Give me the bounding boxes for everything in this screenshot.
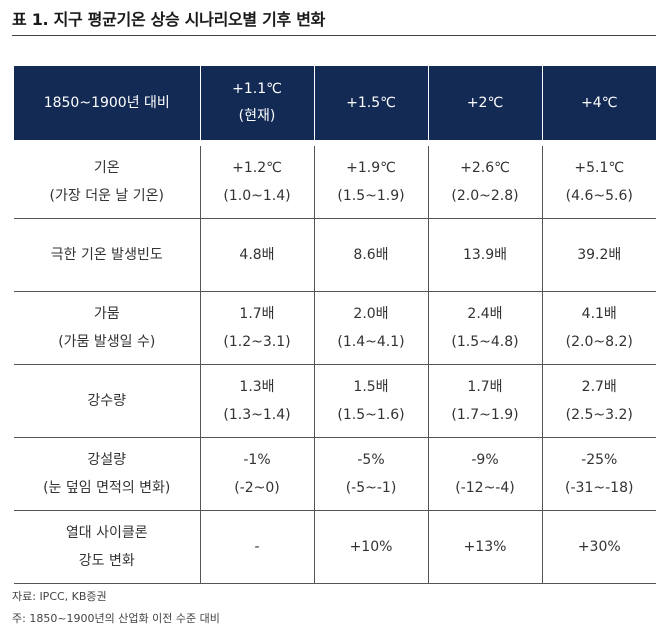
table-cell: 4.8배 [199,218,314,292]
table-cell: 13.9배 [427,218,542,292]
table-cell: 1.7배 (1.2~3.1) [199,291,314,365]
table-cell: - [199,510,314,584]
table-cell: 1.3배 (1.3~1.4) [199,364,314,438]
climate-scenario-table: 1850~1900년 대비 +1.1℃ (현재) +1.5℃ +2℃ +4℃ 기온… [14,66,656,584]
table-cell: 2.7배 (2.5~3.2) [541,364,656,438]
header-cell-1-1c: +1.1℃ (현재) [199,66,314,143]
table-cell: 4.1배 (2.0~8.2) [541,291,656,365]
table-row: 강설량 (눈 덮임 면적의 변화) -1% (-2~0) -5% (-5~-1) -9% (-… [14,437,656,511]
header-cell-1-5c: +1.5℃ [313,66,428,143]
title-divider [12,35,656,36]
table-row: 가뭄 (가뭄 발생일 수) 1.7배 (1.2~3.1) 2.0배 (1.4~4.1) 2.… [14,291,656,365]
table-cell: +1.9℃ (1.5~1.9) [313,140,428,219]
table-cell: 1.5배 (1.5~1.6) [313,364,428,438]
table-title: 표 1. 지구 평균기온 상승 시나리오별 기후 변화 [12,10,326,29]
row-label: 기온 (가장 더운 날 기온) [14,140,200,219]
table-cell: +10% [313,510,428,584]
table-cell: -1% (-2~0) [199,437,314,511]
table-cell: +1.2℃ (1.0~1.4) [199,140,314,219]
table-cell: 1.7배 (1.7~1.9) [427,364,542,438]
table-cell: -9% (-12~-4) [427,437,542,511]
header-cell-2c: +2℃ [427,66,542,143]
row-label: 강수량 [14,364,200,438]
table-cell: +30% [541,510,656,584]
header-row: 1850~1900년 대비 +1.1℃ (현재) +1.5℃ +2℃ +4℃ [14,66,656,143]
table-cell: +13% [427,510,542,584]
table-cell: +5.1℃ (4.6~5.6) [541,140,656,219]
table-cell: 39.2배 [541,218,656,292]
table-cell: 8.6배 [313,218,428,292]
table-cell: +2.6℃ (2.0~2.8) [427,140,542,219]
table-cell: -5% (-5~-1) [313,437,428,511]
footnote: 주: 1850~1900년의 산업화 이전 수준 대비 [12,612,220,625]
source-note: 자료: IPCC, KB증권 [12,590,107,603]
table-row: 기온 (가장 더운 날 기온) +1.2℃ (1.0~1.4) +1.9℃ (1.5~1.… [14,140,656,219]
header-cell-4c: +4℃ [541,66,656,143]
table-cell: 2.4배 (1.5~4.8) [427,291,542,365]
header-cell-baseline: 1850~1900년 대비 [14,66,200,143]
row-label: 열대 사이클론 강도 변화 [14,510,200,584]
table-cell: 2.0배 (1.4~4.1) [313,291,428,365]
row-label: 가뭄 (가뭄 발생일 수) [14,291,200,365]
table-row: 강수량 1.3배 (1.3~1.4) 1.5배 (1.5~1.6) 1.7배 (1.7~1.… [14,364,656,438]
table-row: 극한 기온 발생빈도 4.8배 8.6배 13.9배 39.2배 [14,218,656,292]
row-label: 극한 기온 발생빈도 [14,218,200,292]
table-row: 열대 사이클론 강도 변화 - +10% +13% +30% [14,510,656,584]
row-label: 강설량 (눈 덮임 면적의 변화) [14,437,200,511]
table-cell: -25% (-31~-18) [541,437,656,511]
